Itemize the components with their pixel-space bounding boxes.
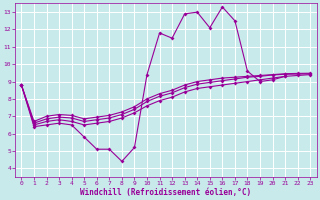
X-axis label: Windchill (Refroidissement éolien,°C): Windchill (Refroidissement éolien,°C) — [80, 188, 252, 197]
